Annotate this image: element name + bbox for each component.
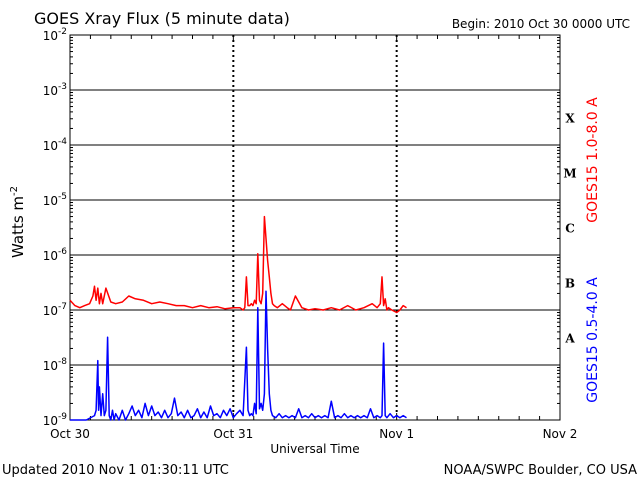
y-tick-exponent: -9: [58, 412, 67, 422]
y-tick-mantissa: 10: [43, 84, 58, 98]
flare-class-labels: X M C B A: [563, 112, 576, 346]
flare-class-label: B: [565, 277, 575, 291]
y-tick-label: 10-8: [43, 357, 68, 373]
flare-class-label: A: [564, 332, 575, 346]
y-tick-label: 10-3: [43, 82, 67, 98]
legend-long-channel: GOES15 1.0-8.0 A: [585, 97, 601, 223]
footer-source: NOAA/SWPC Boulder, CO USA: [444, 463, 637, 478]
y-tick-label: 10-6: [43, 247, 68, 263]
series-line-short-channel: [70, 290, 407, 421]
x-axis-label: Universal Time: [270, 442, 359, 456]
x-tick-label: Nov 2: [543, 427, 578, 441]
begin-label: Begin: 2010 Oct 30 0000 UTC: [452, 17, 630, 31]
y-tick-exponent: -5: [58, 192, 67, 202]
y-tick-mantissa: 10: [43, 249, 58, 263]
x-tick-label: Nov 1: [379, 427, 414, 441]
y-tick-mantissa: 10: [43, 139, 58, 153]
flare-class-label: C: [565, 222, 575, 236]
y-tick-label: 10-7: [43, 302, 67, 318]
y-tick-label: 10-2: [43, 27, 67, 43]
legend-short-channel: GOES15 0.5-4.0 A: [585, 277, 601, 403]
y-axis-label-exp: -2: [9, 186, 20, 196]
grid-lines: [70, 35, 560, 420]
y-tick-exponent: -4: [58, 137, 67, 147]
y-tick-exponent: -8: [58, 357, 67, 367]
y-tick-mantissa: 10: [43, 194, 58, 208]
series-line-long-channel: [69, 215, 407, 314]
series-layer: [69, 215, 407, 421]
y-tick-exponent: -6: [58, 247, 67, 257]
flare-class-label: X: [565, 112, 575, 126]
y-tick-label: 10-4: [43, 137, 68, 153]
y-tick-mantissa: 10: [43, 359, 58, 373]
plot-area: [69, 34, 561, 421]
flare-class-label: M: [563, 167, 576, 181]
chart-title: GOES Xray Flux (5 minute data): [34, 9, 290, 28]
y-tick-exponent: -3: [58, 82, 67, 92]
y-axis-label: Watts m-2: [9, 186, 27, 258]
footer-updated: Updated 2010 Nov 1 01:30:11 UTC: [2, 463, 229, 478]
y-tick-exponent: -7: [58, 302, 67, 312]
y-tick-exponent: -2: [58, 27, 67, 37]
y-tick-mantissa: 10: [43, 414, 58, 428]
y-tick-label: 10-9: [43, 412, 68, 428]
x-tick-label: Oct 31: [213, 427, 253, 441]
x-tick-label: Oct 30: [50, 427, 90, 441]
y-tick-mantissa: 10: [43, 304, 58, 318]
y-tick-label: 10-5: [43, 192, 67, 208]
y-axis-label-base: Watts m: [9, 196, 27, 258]
y-tick-mantissa: 10: [43, 29, 58, 43]
